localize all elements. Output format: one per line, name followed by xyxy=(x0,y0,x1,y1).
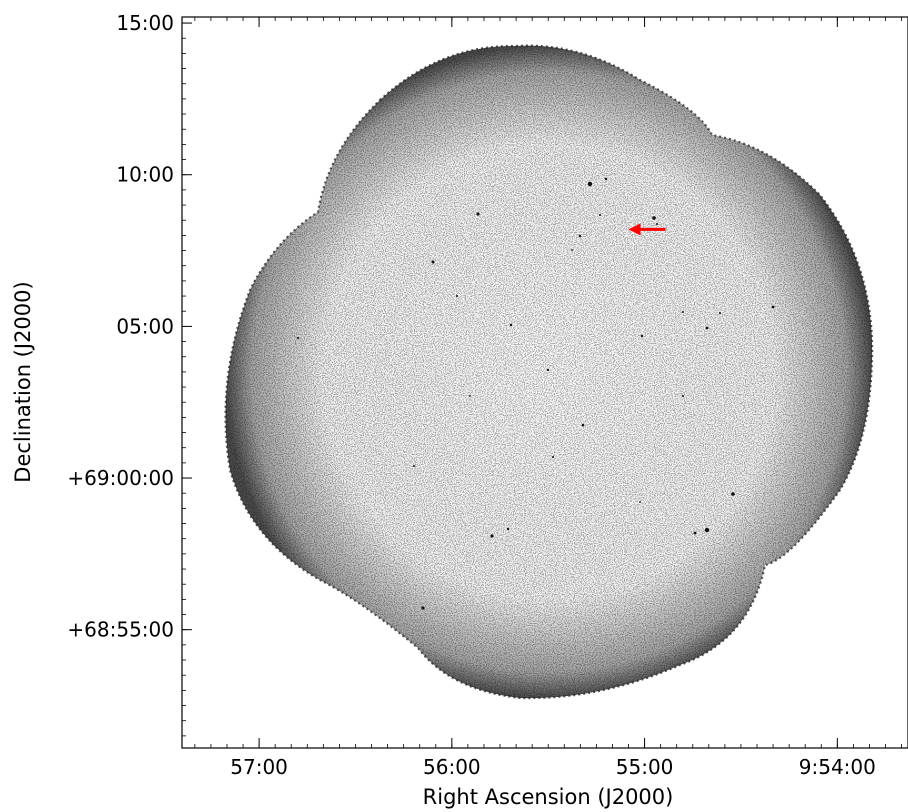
marker-arrow xyxy=(628,223,666,236)
point-source xyxy=(571,249,573,251)
point-source xyxy=(705,326,709,330)
x-tick-label: 55:00 xyxy=(616,755,674,779)
y-tick-label: 10:00 xyxy=(116,163,174,187)
point-source xyxy=(587,181,593,187)
arrow-head xyxy=(628,223,641,236)
point-source xyxy=(682,311,684,313)
y-axis-ticks: 15:00 10:00 05:00 +69:00:00 +68:55:00 xyxy=(67,11,192,642)
point-source xyxy=(506,527,510,531)
point-source xyxy=(552,456,554,458)
y-tick-label: +69:00:00 xyxy=(67,466,174,490)
y-tick-label: +68:55:00 xyxy=(67,618,174,642)
x-axis-label: Right Ascension (J2000) xyxy=(423,785,674,809)
point-source xyxy=(693,531,697,535)
point-source xyxy=(652,216,656,220)
x-tick-label: 57:00 xyxy=(230,755,288,779)
point-source xyxy=(599,214,601,216)
point-source xyxy=(604,177,608,181)
point-source xyxy=(431,260,435,264)
point-source xyxy=(490,534,494,538)
point-source xyxy=(297,337,299,339)
minor-ticks xyxy=(182,17,902,748)
point-source xyxy=(581,423,585,427)
point-source xyxy=(546,368,550,372)
mosaic-grain xyxy=(225,45,873,699)
point-source xyxy=(421,606,425,610)
mosaic-footprint xyxy=(224,44,874,700)
x-tick-label: 9:54:00 xyxy=(799,755,876,779)
y-tick-label: 05:00 xyxy=(116,314,174,338)
point-source xyxy=(578,234,582,238)
point-source xyxy=(640,334,644,338)
point-source xyxy=(413,465,415,467)
point-source xyxy=(639,501,641,503)
y-tick-label: 15:00 xyxy=(116,11,174,35)
point-source xyxy=(509,323,513,327)
x-axis-ticks: 57:00 56:00 55:00 9:54:00 xyxy=(230,17,876,779)
point-sources xyxy=(297,177,775,610)
point-source xyxy=(731,492,735,496)
plot-frame xyxy=(181,16,908,749)
point-source xyxy=(771,305,775,309)
image-field xyxy=(224,44,874,700)
point-source xyxy=(719,312,721,314)
point-source xyxy=(682,395,684,397)
point-source xyxy=(656,223,658,225)
point-source xyxy=(476,212,480,216)
point-source xyxy=(456,295,458,297)
x-tick-label: 56:00 xyxy=(423,755,481,779)
point-source xyxy=(469,395,471,397)
point-source xyxy=(704,527,710,533)
y-axis-label: Declination (J2000) xyxy=(11,281,35,482)
